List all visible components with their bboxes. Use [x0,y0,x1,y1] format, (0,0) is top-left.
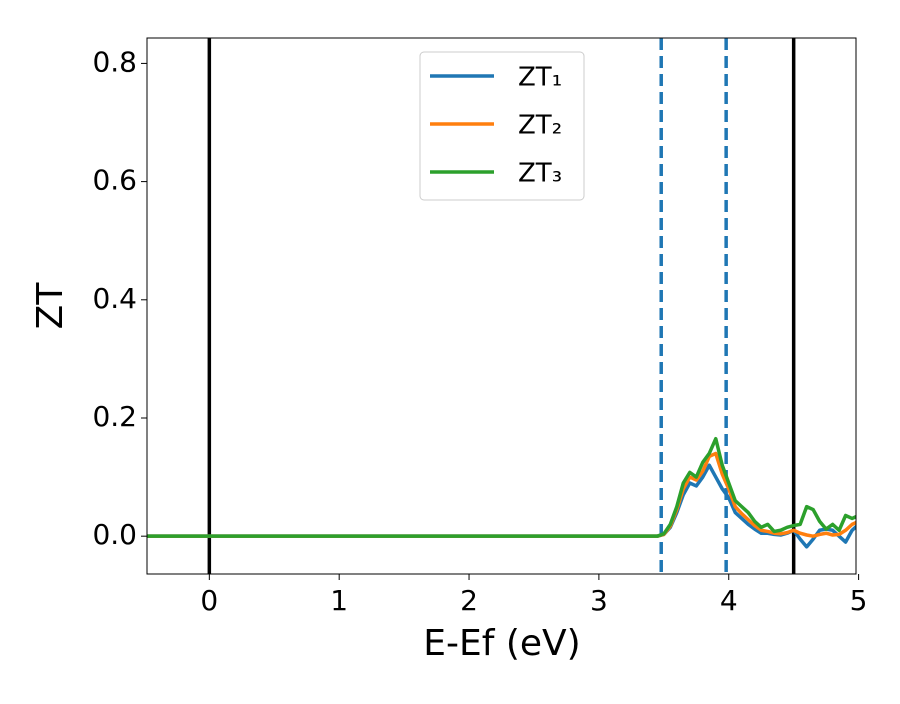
x-tick-label: 5 [850,584,868,617]
plot-area [147,38,856,574]
legend-label: ZT₂ [518,111,562,141]
plot-frame [146,37,857,575]
series-line [147,451,856,538]
y-tick-label: 0.2 [92,400,137,433]
legend-label: ZT₃ [518,159,562,189]
legend-label: ZT₁ [518,63,562,93]
x-tick-label: 1 [330,584,348,617]
y-tick-label: 0.4 [92,282,137,315]
series-line [147,436,856,538]
y-tick-label: 0.6 [92,164,137,197]
series-line [147,463,856,549]
legend-box [419,51,585,201]
y-tick-label: 0.8 [92,45,137,78]
y-tick-label: 0.0 [92,518,137,551]
x-tick-label: 0 [200,584,218,617]
x-tick-label: 2 [460,584,478,617]
x-axis-label: E-Ef (eV) [423,623,580,664]
x-tick-label: 4 [720,584,738,617]
x-tick-label: 3 [590,584,608,617]
y-axis-label: ZT [30,282,71,330]
